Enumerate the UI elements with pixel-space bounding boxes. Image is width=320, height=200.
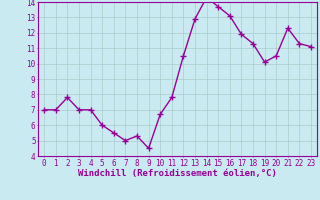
X-axis label: Windchill (Refroidissement éolien,°C): Windchill (Refroidissement éolien,°C): [78, 169, 277, 178]
